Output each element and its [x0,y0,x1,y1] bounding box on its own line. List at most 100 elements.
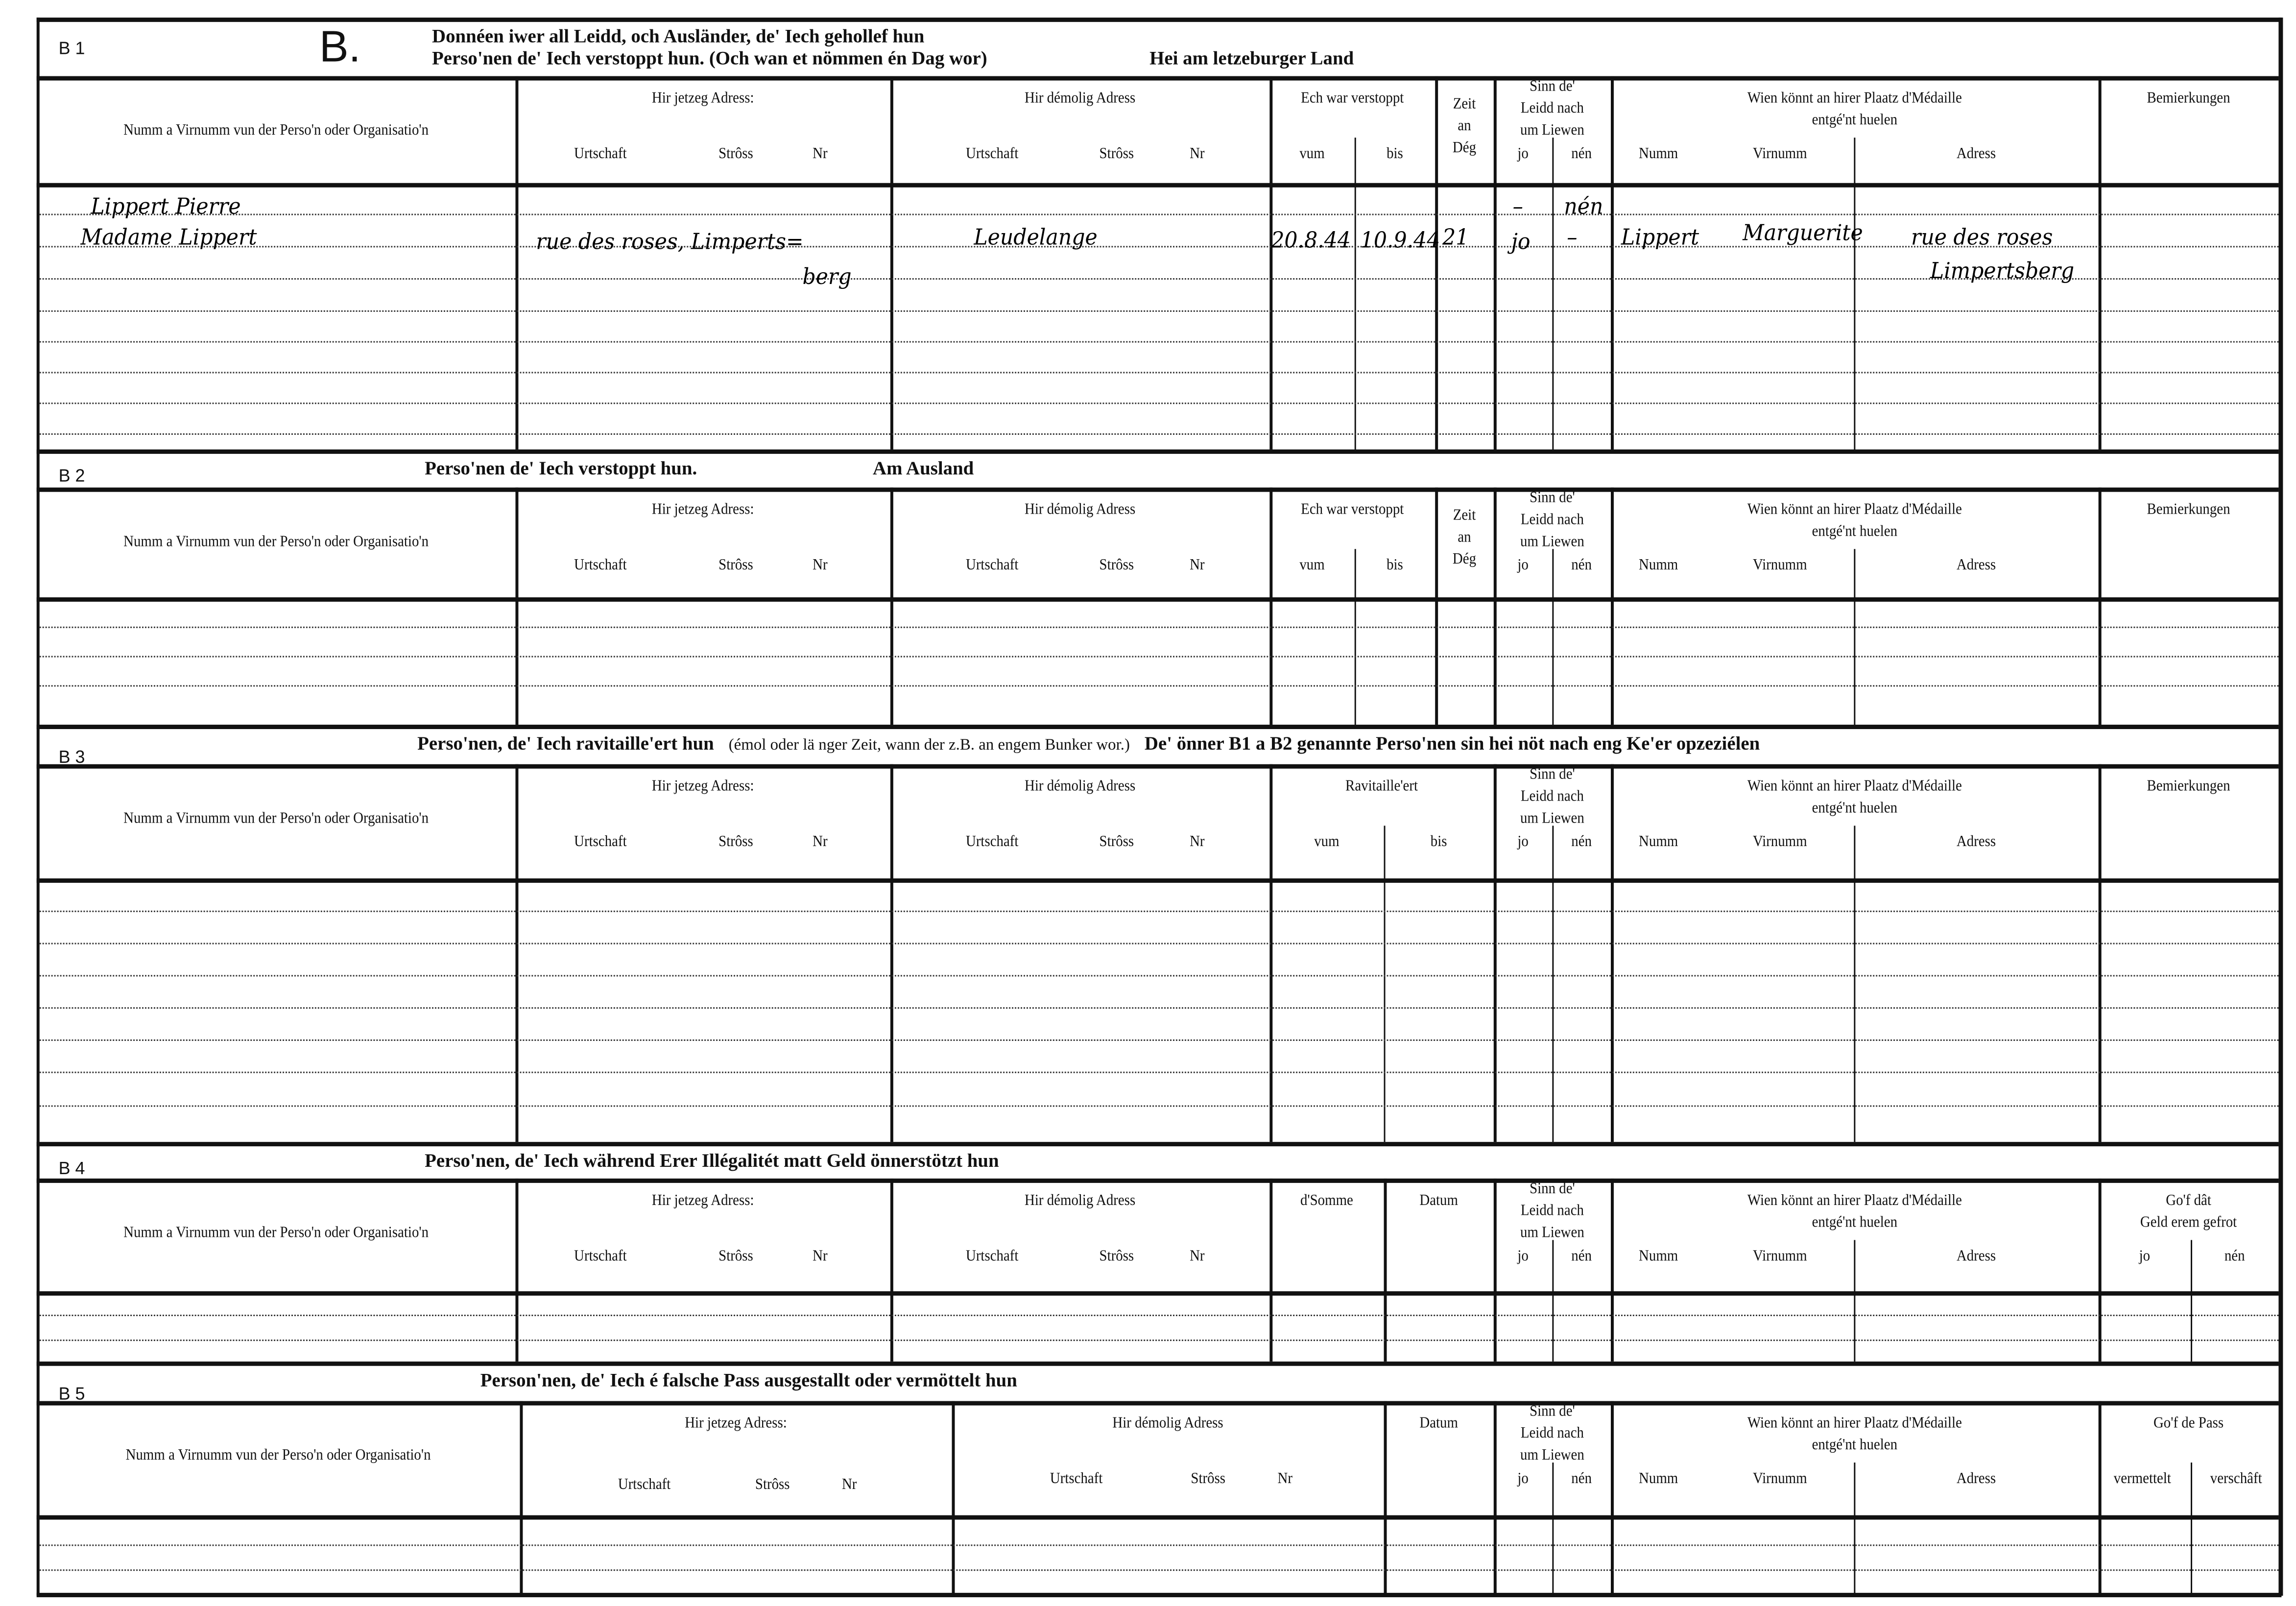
section-b4-subcolumn-line [1552,1240,1554,1362]
section-b1-title-line-2: Perso'nen de' Iech verstoppt hun. (Och w… [432,47,987,69]
section-b2-header-last: Numm [1639,558,1678,574]
section-b2-header-street: Strôss [1099,558,1134,574]
section-b2-column-line [515,487,519,725]
section-b1-header-last: Numm [1639,146,1678,163]
section-b3-subcolumn-line [1854,826,1856,1142]
section-b2-header-yes: jo [1517,558,1529,574]
entry-name-2: Madame Lippert [80,224,257,251]
section-b1-header-hidden: Ech war verstoppt [1301,91,1404,107]
section-b3-title-part: Perso'nen, de' Iech ravitaille'ert hun [417,732,714,754]
section-b3-header-to: bis [1430,834,1447,851]
section-b5-title: Person'nen, de' Iech é falsche Pass ausg… [480,1369,1017,1393]
section-b4-header-nr: Nr [813,1249,828,1265]
section-b4-header-town: Urtschaft [574,1249,627,1265]
section-b1-column-line [1611,76,1614,449]
section-b4-entry-line [39,1315,2279,1317]
section-b2-title-part: Perso'nen de' Iech verstoppt hun. [425,456,697,479]
section-b1-header-yes: jo [1517,146,1529,163]
section-b2-header-remarks: Bemierkungen [2147,502,2230,519]
entry-hidden-to: 10.9.44 [1360,227,1440,254]
entry-days: 21 [1442,224,1469,251]
section-b4-column-line [515,1178,519,1362]
section-b1-header-days: Zeit an Dég [1452,96,1477,157]
entry-alive-yes-1: – [1512,193,1523,220]
section-b3-entry-line [39,1007,2279,1009]
entry-former-address: Leudelange [974,224,1098,251]
section-b1-header-street: Strôss [718,146,753,163]
section-b2-header-from: vum [1299,558,1325,574]
section-b5-subcolumn-line [2191,1463,2193,1596]
section-b1-header-now_addr: Hir jetzeg Adress: [651,91,754,107]
form-letter: B. [319,23,361,72]
section-b2-subcolumn-line [1854,549,1856,725]
section-b5-header-nr: Nr [1277,1471,1292,1488]
section-b5-title-part: Person'nen, de' Iech é falsche Pass ausg… [480,1369,1017,1391]
entry-medal-first-name: Marguerite [1743,219,1863,246]
section-b4-title-part: Perso'nen, de' Iech während Erer Illégal… [425,1149,999,1171]
section-b1-title-extra: Hei am letzeburger Land [1149,47,1354,69]
section-b4-column-line [1611,1178,1614,1362]
section-b3-header-last: Numm [1639,834,1678,851]
section-b3-header-former_addr: Hir démolig Adress [1024,779,1136,795]
section-b5-header-first: Virnumm [1753,1471,1807,1488]
section-b4-top-rule [36,1142,2279,1147]
section-b2-header-former_addr: Hir démolig Adress [1024,502,1136,519]
section-b1-entry-line [39,402,2279,404]
section-b3-code: B 3 [58,746,85,767]
section-b5-body-rule [36,1515,2279,1520]
section-b4-header-rule [36,1178,2279,1183]
section-b5-header-medal: Wien könnt an hirer Plaatz d'Médaille en… [1747,1416,1962,1454]
frame-left [36,17,40,1596]
section-b2-subcolumn-line [1552,549,1554,725]
section-b4-header-name: Numm a Virnumm vun der Perso'n oder Orga… [123,1225,429,1242]
section-b2-column-line [1493,487,1497,725]
section-b1-subcolumn-line [1552,138,1554,449]
section-b2-header-medal: Wien könnt an hirer Plaatz d'Médaille en… [1747,502,1962,541]
section-b2-title-part: Am Ausland [872,456,974,479]
section-b1-header-alive: Sinn de' Leidd nach um Liewen [1520,79,1584,140]
section-b3-entry-line [39,1039,2279,1041]
section-b5-header-former_addr: Hir démolig Adress [1112,1416,1223,1432]
section-b3-header-nr: Nr [1190,834,1205,851]
section-b2-header-town: Urtschaft [574,558,627,574]
section-b3-header-remarks: Bemierkungen [2147,779,2230,795]
section-b4-header-yes: jo [1517,1249,1529,1265]
entry-current-address-2: berg [802,263,852,290]
section-b4-header-yes: jo [2139,1249,2151,1265]
section-b4-header-street: Strôss [1099,1249,1134,1265]
section-b2-entry-line [39,685,2279,687]
section-b1-header-town: Urtschaft [574,146,627,163]
section-b5-header-town: Urtschaft [1050,1471,1103,1488]
section-b5-column-line [952,1401,955,1596]
entry-medal-address-1: rue des roses [1911,224,2053,251]
section-b1-entry-line [39,213,2279,215]
section-b2-top-rule [36,449,2279,454]
section-b2-header-alive: Sinn de' Leidd nach um Liewen [1520,490,1584,551]
section-b5-header-yes: jo [1517,1471,1529,1488]
section-b1-column-line [1435,76,1438,449]
section-b5-header-street: Strôss [1191,1471,1226,1488]
section-b3-header-now_addr: Hir jetzeg Adress: [651,779,754,795]
section-b1-header-former_addr: Hir démolig Adress [1024,91,1136,107]
section-b1-header-town: Urtschaft [965,146,1019,163]
section-b2-code: B 2 [58,465,85,486]
section-b1-header-remarks: Bemierkungen [2147,91,2230,107]
section-b5-header-address: Adress [1956,1471,1996,1488]
section-b5-entry-line [39,1544,2279,1546]
section-b1-header-nr: Nr [813,146,828,163]
section-b1-subcolumn-line [1354,138,1356,449]
section-b4-header-first: Virnumm [1753,1249,1807,1265]
section-b1-header-from: vum [1299,146,1325,163]
section-b3-title-part: (émol oder lä nger Zeit, wann der z.B. a… [728,736,1130,754]
section-b2-title: Perso'nen de' Iech verstoppt hun. Am Ausl… [425,457,974,480]
section-b3-entry-line [39,1105,2279,1107]
section-b3-column-line [1269,764,1273,1142]
section-b2-entry-line [39,626,2279,628]
section-b3-body-rule [36,878,2279,883]
section-b2-column-line [890,487,893,725]
section-b3-entry-line [39,943,2279,945]
section-b1-code: B 1 [58,38,85,59]
section-b5-code: B 5 [58,1383,85,1404]
section-b3-header-yes: jo [1517,834,1529,851]
section-b3-header-street: Strôss [718,834,753,851]
